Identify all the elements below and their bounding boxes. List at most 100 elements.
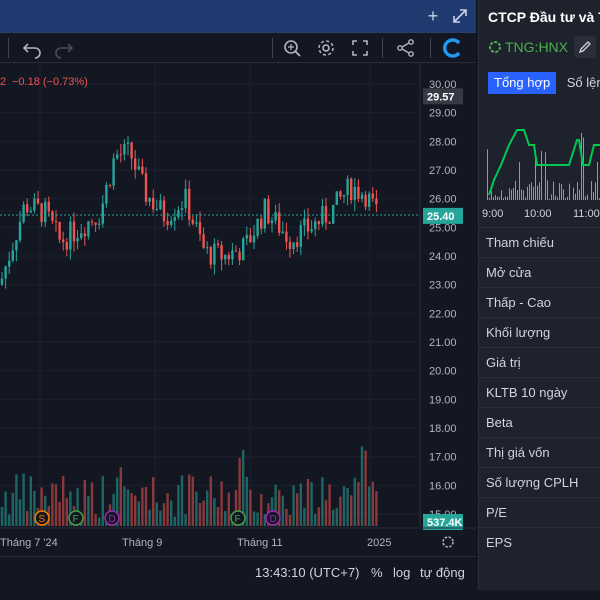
price-chart-svg[interactable]: 30.00 29.00 28.00 27.00 26.00 25.00 24.00 23.00…	[0, 63, 476, 556]
field-reference: Tham chiếu	[479, 227, 600, 257]
price-tick-label: 19.00	[429, 394, 457, 406]
mini-volume-bar	[535, 149, 536, 200]
mini-volume-bar	[583, 137, 584, 200]
volume-bar	[101, 476, 104, 526]
price-chart[interactable]: 30.00 29.00 28.00 27.00 26.00 25.00 24.00 23.00…	[0, 63, 476, 556]
gear-icon[interactable]	[314, 37, 338, 59]
volume-bar	[364, 450, 367, 526]
mini-volume-bar	[557, 197, 558, 200]
candle-body	[238, 251, 241, 261]
candle-body	[227, 254, 230, 260]
volume-bar	[94, 514, 97, 526]
price-tick-label: 21.00	[429, 337, 457, 349]
mini-time-label: 10:00	[524, 208, 552, 220]
plus-icon[interactable]: +	[427, 6, 439, 26]
candle-body	[216, 243, 220, 245]
candle-body	[11, 250, 14, 261]
logo-c-icon[interactable]	[441, 37, 465, 59]
tab-order-book[interactable]: Sổ lệnh	[566, 75, 600, 90]
candle-body	[342, 195, 346, 197]
candle-body	[101, 203, 104, 224]
candle-body	[76, 237, 79, 242]
tab-overview[interactable]: Tổng hợp	[488, 72, 557, 94]
candle-body	[112, 158, 115, 186]
mini-volume-bar	[587, 194, 588, 200]
candle-body	[256, 218, 259, 236]
volume-bar	[317, 507, 320, 526]
mini-volume-bar	[515, 180, 516, 200]
volume-bar	[87, 496, 90, 526]
pencil-icon[interactable]	[574, 36, 596, 58]
candle-body	[368, 193, 371, 207]
event-marker[interactable]	[230, 510, 246, 526]
volume-bar	[65, 498, 68, 526]
price-tick-label: 17.00	[429, 452, 457, 464]
volume-bar	[368, 486, 371, 526]
mini-volume-bar	[585, 196, 586, 200]
undo-icon[interactable]	[20, 37, 44, 59]
candle-body	[83, 233, 86, 237]
mini-volume-bar	[567, 196, 568, 200]
candle-body	[123, 143, 126, 155]
price-tick-label: 20.00	[429, 366, 457, 378]
candle-body	[202, 234, 205, 248]
volume-bar	[202, 500, 205, 526]
candle-body	[260, 218, 263, 229]
fullscreen-icon[interactable]	[348, 37, 372, 59]
volume-bar	[184, 514, 187, 526]
candle-body	[15, 240, 18, 251]
field-volume: Khối lượng	[479, 317, 600, 347]
time-tick-label: Tháng 9	[122, 537, 162, 549]
event-marker[interactable]	[68, 510, 84, 526]
mini-volume-bar	[549, 198, 550, 200]
mini-volume-bar	[533, 186, 534, 200]
expand-icon[interactable]	[450, 6, 470, 26]
candle-body	[292, 242, 295, 250]
mini-volume-bar	[565, 198, 566, 200]
mini-volume-bar	[519, 162, 520, 200]
volume-bar	[332, 509, 335, 526]
high-price-badge-bg	[423, 88, 463, 105]
event-marker[interactable]	[104, 510, 120, 526]
candle-body	[130, 142, 133, 159]
candle-body	[126, 142, 130, 144]
candle-body	[90, 221, 94, 223]
price-tick-label: 28.00	[429, 136, 457, 148]
candle-body	[8, 260, 11, 267]
volume-bar	[303, 507, 306, 526]
volume-bar	[256, 512, 259, 526]
volume-bar	[44, 495, 47, 526]
mini-volume-bar	[491, 191, 492, 200]
candle-body	[274, 212, 277, 221]
volume-bar	[328, 484, 331, 526]
candle-body	[188, 188, 191, 220]
redo-icon[interactable]	[52, 37, 76, 59]
candle-body	[4, 266, 7, 279]
volume-bar	[29, 476, 32, 526]
log-toggle[interactable]: log	[393, 565, 411, 580]
settings-circle-icon[interactable]	[488, 40, 502, 59]
percent-toggle[interactable]: %	[371, 565, 383, 580]
volume-bar	[141, 487, 144, 526]
candle-body	[170, 220, 173, 225]
field-eps: EPS	[479, 527, 600, 557]
volume-bar	[339, 496, 342, 526]
candle-body	[33, 198, 36, 211]
volume-bar	[152, 477, 155, 526]
candle-body	[299, 225, 302, 247]
mini-volume-bar	[501, 190, 502, 200]
mini-volume-bar	[537, 185, 538, 200]
volume-bar	[292, 485, 295, 526]
price-tick-label: 24.00	[429, 251, 457, 263]
auto-toggle[interactable]: tự động	[420, 565, 465, 580]
candle-body	[44, 201, 47, 223]
share-icon[interactable]	[394, 37, 418, 59]
ticker-symbol[interactable]: TNG:HNX	[505, 39, 568, 55]
search-zoom-icon[interactable]	[280, 37, 304, 59]
event-marker[interactable]	[265, 510, 281, 526]
volume-bar	[314, 513, 317, 526]
event-marker[interactable]	[34, 510, 50, 526]
mini-volume-bar	[527, 186, 528, 200]
axis-settings-icon[interactable]	[442, 536, 454, 548]
volume-bar	[324, 500, 328, 526]
